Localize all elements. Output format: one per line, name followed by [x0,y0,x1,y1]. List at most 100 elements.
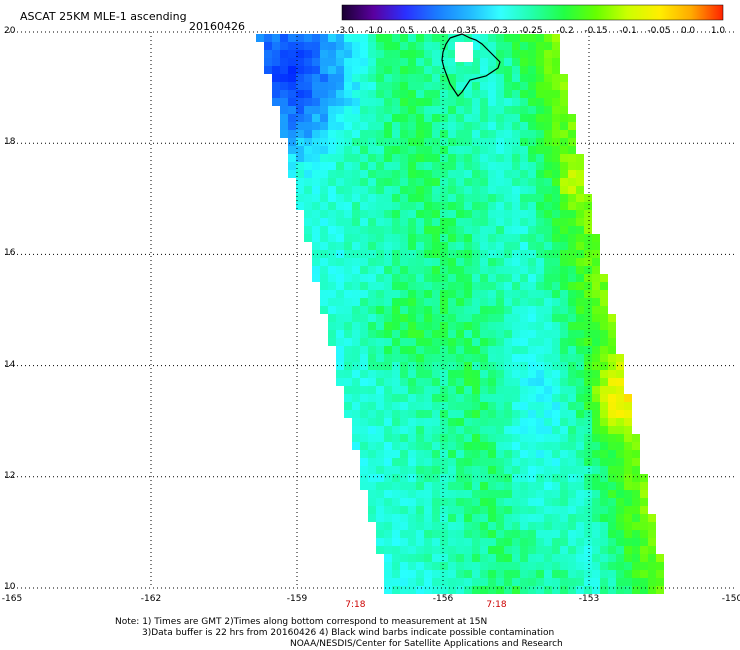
swath-cell [360,138,368,146]
swath-cell [528,586,536,594]
swath-cell [400,554,408,562]
swath-cell [384,458,392,466]
swath-cell [384,50,392,58]
swath-cell [432,282,440,290]
swath-cell [368,378,376,386]
swath-cell [608,450,616,458]
swath-cell [504,554,512,562]
swath-cell [544,538,552,546]
swath-cell [472,266,480,274]
swath-cell [600,402,608,410]
swath-cell [432,130,440,138]
swath-cell [392,266,400,274]
swath-cell [464,162,472,170]
swath-cell [368,450,376,458]
swath-cell [360,34,368,42]
swath-cell [448,226,456,234]
swath-cell [544,58,552,66]
swath-cell [616,410,624,418]
swath-cell [488,474,496,482]
swath-cell [520,578,528,586]
swath-cell [424,458,432,466]
swath-cell [384,242,392,250]
swath-cell [560,562,568,570]
swath-cell [496,426,504,434]
swath-cell [600,362,608,370]
swath-cell [408,506,416,514]
swath-cell [432,66,440,74]
swath-cell [296,98,304,106]
colorbar-tick-label: -0.1 [619,26,637,36]
swath-cell [360,458,368,466]
swath-cell [544,578,552,586]
swath-cell [544,194,552,202]
swath-cell [408,234,416,242]
swath-cell [440,122,448,130]
swath-cell [344,402,352,410]
swath-cell [440,218,448,226]
swath-cell [424,378,432,386]
swath-cell [584,530,592,538]
swath-cell [480,250,488,258]
swath-cell [568,314,576,322]
swath-cell [456,490,464,498]
swath-cell [400,130,408,138]
swath-cell [520,82,528,90]
swath-cell [504,98,512,106]
swath-cell [408,450,416,458]
note-line-3: NOAA/NESDIS/Center for Satellite Applica… [290,639,563,649]
swath-cell [552,202,560,210]
swath-cell [344,50,352,58]
swath-cell [392,210,400,218]
swath-cell [536,498,544,506]
swath-cell [456,418,464,426]
swath-cell [360,218,368,226]
swath-cell [456,106,464,114]
swath-cell [520,394,528,402]
swath-cell [608,362,616,370]
swath-cell [448,210,456,218]
swath-cell [448,274,456,282]
swath-cell [416,394,424,402]
swath-cell [528,466,536,474]
swath-cell [368,426,376,434]
swath-cell [592,282,600,290]
swath-cell [528,82,536,90]
swath-cell [440,130,448,138]
swath-cell [624,394,632,402]
swath-cell [552,258,560,266]
swath-cell [344,314,352,322]
swath-cell [408,178,416,186]
swath-cell [584,514,592,522]
swath-cell [464,402,472,410]
swath-cell [416,442,424,450]
swath-cell [504,210,512,218]
swath-cell [528,426,536,434]
swath-cell [568,402,576,410]
swath-cell [408,386,416,394]
swath-cell [496,546,504,554]
swath-cell [400,194,408,202]
swath-cell [536,194,544,202]
swath-cell [360,130,368,138]
swath-cell [528,314,536,322]
swath-cell [448,538,456,546]
swath-cell [408,218,416,226]
swath-cell [456,242,464,250]
swath-cell [472,322,480,330]
swath-cell [304,194,312,202]
swath-cell [496,434,504,442]
swath-cell [584,226,592,234]
swath-cell [400,58,408,66]
swath-cell [600,378,608,386]
swath-cell [480,146,488,154]
swath-cell [360,330,368,338]
swath-cell [416,226,424,234]
swath-cell [392,378,400,386]
swath-cell [464,306,472,314]
colorbar-tick-label: -0.2 [556,26,574,36]
swath-cell [472,562,480,570]
swath-cell [504,274,512,282]
swath-cell [336,42,344,50]
swath-cell [488,210,496,218]
